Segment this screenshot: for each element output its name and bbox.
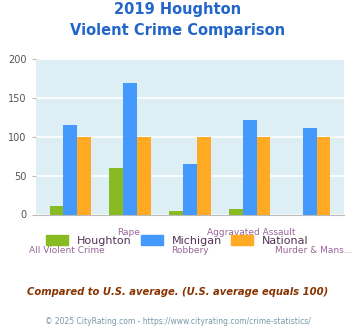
Bar bbox=[303, 128, 317, 214]
Bar bbox=[317, 137, 330, 214]
Bar bbox=[137, 137, 151, 214]
Text: Robbery: Robbery bbox=[171, 246, 209, 255]
Bar bbox=[123, 83, 137, 214]
Bar bbox=[109, 168, 123, 214]
Bar bbox=[63, 125, 77, 214]
Text: Violent Crime Comparison: Violent Crime Comparison bbox=[70, 23, 285, 38]
Bar bbox=[229, 209, 243, 214]
Text: © 2025 CityRating.com - https://www.cityrating.com/crime-statistics/: © 2025 CityRating.com - https://www.city… bbox=[45, 317, 310, 326]
Text: Rape: Rape bbox=[117, 228, 140, 237]
Bar bbox=[257, 137, 271, 214]
Text: 2019 Houghton: 2019 Houghton bbox=[114, 2, 241, 16]
Text: Murder & Mans...: Murder & Mans... bbox=[275, 246, 352, 255]
Legend: Houghton, Michigan, National: Houghton, Michigan, National bbox=[42, 230, 313, 250]
Bar bbox=[183, 164, 197, 214]
Bar bbox=[197, 137, 211, 214]
Bar bbox=[50, 206, 63, 214]
Bar bbox=[77, 137, 91, 214]
Bar bbox=[169, 211, 183, 214]
Text: Compared to U.S. average. (U.S. average equals 100): Compared to U.S. average. (U.S. average … bbox=[27, 287, 328, 297]
Text: Aggravated Assault: Aggravated Assault bbox=[207, 228, 296, 237]
Text: All Violent Crime: All Violent Crime bbox=[28, 246, 104, 255]
Bar bbox=[243, 120, 257, 214]
